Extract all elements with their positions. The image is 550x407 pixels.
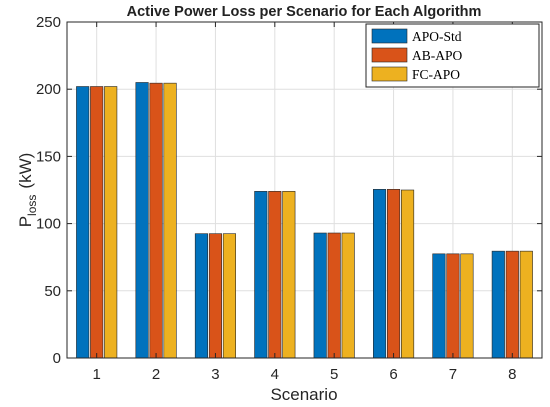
bar-apo-std-scenario-7 (432, 253, 446, 359)
legend: APO-Std AB-APO FC-APO (365, 23, 540, 88)
legend-label-fc-apo: FC-APO (412, 67, 460, 82)
bar-fc-apo-scenario-1 (104, 86, 118, 359)
bar-fc-apo-scenario-6 (401, 189, 415, 359)
bar-apo-std-scenario-3 (194, 233, 208, 359)
bar-fc-apo-scenario-7 (460, 253, 474, 359)
bar-apo-std-scenario-4 (254, 191, 268, 359)
x-axis-label: Scenario (270, 385, 337, 404)
bar-ab-apo-scenario-7 (446, 253, 460, 359)
legend-swatch-ab-apo (371, 47, 408, 63)
y-tick-label: 250 (36, 14, 61, 31)
bar-ab-apo-scenario-6 (387, 189, 401, 359)
x-tick-label: 4 (271, 366, 279, 383)
bar-apo-std-scenario-6 (373, 189, 387, 359)
y-tick-label: 0 (53, 350, 61, 367)
ticks: 0 50 100 150 200 250 1 2 3 4 5 6 7 8 (36, 14, 542, 383)
x-tick-label: 6 (389, 366, 397, 383)
bar-ab-apo-scenario-8 (505, 250, 519, 359)
bar-fc-apo-scenario-4 (282, 191, 296, 359)
y-tick-label: 200 (36, 81, 61, 98)
y-tick-label: 100 (36, 216, 61, 233)
x-tick-label: 1 (93, 366, 101, 383)
bar-apo-std-scenario-1 (76, 86, 90, 359)
bar-apo-std-scenario-5 (313, 232, 327, 359)
plot-frame (66, 21, 543, 359)
bar-ab-apo-scenario-4 (268, 191, 282, 359)
bar-fc-apo-scenario-3 (222, 233, 236, 359)
bar-fc-apo-scenario-5 (341, 232, 355, 359)
legend-label-ab-apo: AB-APO (412, 48, 463, 63)
bar-apo-std-scenario-8 (491, 250, 505, 359)
bar-ab-apo-scenario-1 (90, 86, 104, 359)
y-axis-label-unit: (kW) (16, 153, 35, 189)
legend-swatch-fc-apo (371, 66, 408, 82)
x-tick-label: 5 (330, 366, 338, 383)
bar-ab-apo-scenario-5 (327, 232, 341, 359)
x-tick-label: 7 (449, 366, 457, 383)
x-tick-label: 8 (508, 366, 516, 383)
y-axis-label: Ploss (kW) (16, 153, 39, 228)
y-tick-label: 150 (36, 148, 61, 165)
bar-ab-apo-scenario-2 (149, 82, 163, 359)
legend-label-apo-std: APO-Std (412, 29, 462, 44)
bar-apo-std-scenario-2 (135, 82, 149, 359)
bar-fc-apo-scenario-2 (163, 82, 177, 359)
chart-title: Active Power Loss per Scenario for Each … (127, 4, 482, 20)
legend-swatch-apo-std (371, 28, 408, 44)
y-axis-label-main: P (16, 216, 35, 227)
x-tick-label: 2 (152, 366, 160, 383)
y-axis-label-subscript: loss (25, 195, 39, 216)
bar-fc-apo-scenario-8 (519, 250, 533, 359)
x-tick-label: 3 (211, 366, 219, 383)
bar-ab-apo-scenario-3 (208, 233, 222, 359)
y-tick-label: 50 (44, 283, 61, 300)
